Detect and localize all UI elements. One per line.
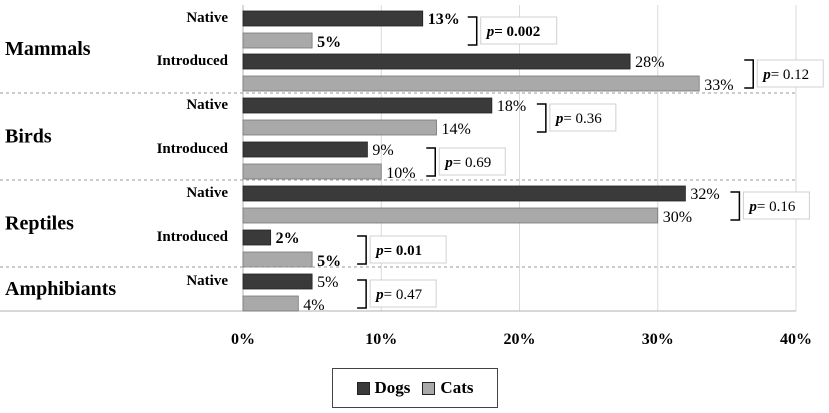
p-value-label: p= 0.16 [747, 199, 795, 215]
data-label-dogs: 28% [635, 54, 664, 71]
bar-cats [242, 251, 313, 268]
legend-swatch-dogs [356, 381, 370, 395]
bar-dogs [242, 97, 493, 114]
category-label: Birds [5, 126, 52, 148]
p-value-label: p= 0.47 [374, 287, 422, 303]
p-value-box [742, 191, 810, 220]
data-label-dogs: 18% [497, 98, 526, 115]
category-label: Amphibiants [5, 278, 116, 300]
data-label-cats: 10% [386, 165, 415, 182]
subcategory-label: Native [186, 273, 228, 289]
legend-swatch-cats [422, 381, 436, 395]
p-value-label: p= 0.01 [374, 243, 422, 259]
x-tick-label: 40% [780, 331, 812, 348]
bar-cats [242, 295, 299, 312]
subcategory-label: Native [186, 97, 228, 113]
p-value-label: p= 0.69 [443, 155, 491, 171]
data-label-dogs: 9% [372, 142, 393, 159]
bar-cats [242, 75, 700, 92]
data-label-cats: 33% [704, 77, 733, 94]
bar-dogs [242, 273, 313, 290]
data-label-cats: 14% [442, 121, 471, 138]
category-label: Mammals [5, 38, 91, 60]
p-value-box [480, 16, 558, 45]
data-label-cats: 5% [317, 253, 341, 270]
significance-bracket [730, 191, 741, 221]
bar-cats [242, 119, 437, 136]
bar-cats [242, 32, 313, 49]
significance-bracket [357, 235, 367, 265]
significance-bracket [426, 147, 436, 177]
legend: Dogs Cats [332, 368, 498, 408]
p-value-box [438, 147, 506, 176]
data-label-dogs: 32% [690, 186, 719, 203]
subcategory-label: Introduced [157, 141, 229, 157]
significance-bracket [744, 59, 754, 89]
p-value-box [369, 235, 447, 264]
bar-dogs [242, 10, 424, 27]
p-value-box [756, 59, 824, 88]
data-label-cats: 4% [303, 297, 324, 314]
bar-cats [242, 163, 382, 180]
x-tick-label: 10% [365, 331, 397, 348]
subcategory-label: Native [186, 10, 228, 26]
subcategory-label: Introduced [157, 53, 229, 69]
x-tick-label: 20% [504, 331, 536, 348]
subcategory-label: Introduced [157, 229, 229, 245]
category-label: Reptiles [5, 213, 74, 235]
x-tick-label: 30% [642, 331, 674, 348]
data-label-dogs: 5% [317, 274, 338, 291]
legend-label-dogs: Dogs [374, 378, 411, 397]
subcategory-label: Native [186, 185, 228, 201]
p-value-label: p= 0.36 [554, 111, 602, 127]
bar-dogs [242, 185, 686, 202]
bar-dogs [242, 141, 368, 158]
x-tick-label: 0% [231, 331, 255, 348]
significance-bracket [536, 103, 547, 133]
bar-dogs [242, 53, 631, 70]
data-label-cats: 5% [317, 34, 341, 51]
legend-item-cats: Cats [422, 378, 473, 398]
bar-cats [242, 207, 659, 224]
legend-label-cats: Cats [440, 378, 474, 397]
p-value-label: p= 0.12 [761, 67, 809, 83]
p-value-box [369, 279, 437, 308]
bar-dogs [242, 229, 272, 246]
legend-item-dogs: Dogs [356, 378, 411, 398]
significance-bracket [467, 16, 478, 46]
data-label-cats: 30% [663, 209, 692, 226]
significance-bracket [357, 279, 367, 309]
p-value-box [549, 103, 617, 132]
data-label-dogs: 13% [428, 11, 460, 28]
data-label-dogs: 2% [276, 230, 300, 247]
p-value-label: p= 0.002 [485, 24, 541, 40]
